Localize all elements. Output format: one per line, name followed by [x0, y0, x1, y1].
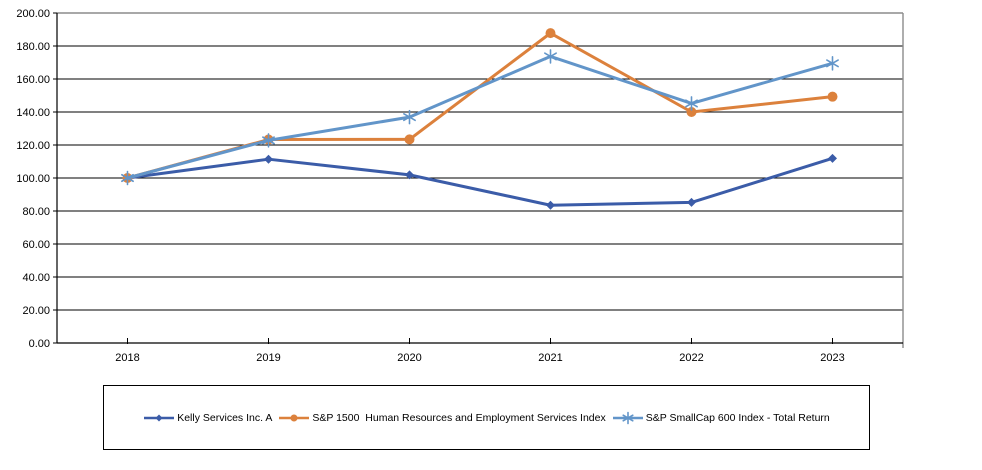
- legend-label-kelly-services: Kelly Services Inc. A: [177, 411, 273, 424]
- circle-marker: [686, 107, 697, 117]
- legend-item-sp1500-hr-index: S&P 1500 Human Resources and Employment …: [278, 411, 606, 425]
- asterisk-marker: [685, 96, 698, 111]
- x-tick-label: 2019: [256, 352, 280, 364]
- y-tick-label: 140.00: [16, 107, 50, 119]
- y-tick-label: 40.00: [22, 272, 50, 284]
- circle-marker: [827, 91, 838, 102]
- legend-label-sp1500-hr-index: S&P 1500 Human Resources and Employment …: [312, 411, 606, 424]
- y-tick-label: 180.00: [16, 41, 50, 53]
- y-tick-label: 80.00: [22, 206, 50, 218]
- legend-swatch-asterisk-icon: [612, 411, 643, 424]
- x-tick-label: 2022: [679, 352, 703, 364]
- series-line-0: [126, 156, 834, 207]
- asterisk-marker: [262, 133, 275, 148]
- diamond-marker: [155, 414, 163, 421]
- diamond-marker: [687, 197, 696, 207]
- circle-marker: [545, 28, 556, 39]
- diamond-marker: [546, 200, 555, 210]
- asterisk-marker: [403, 109, 416, 125]
- asterisk-marker: [544, 49, 557, 64]
- x-tick-label: 2018: [115, 352, 139, 364]
- y-tick-label: 100.00: [16, 173, 50, 185]
- asterisk-marker: [121, 170, 134, 186]
- y-tick-label: 0.00: [29, 338, 50, 350]
- diamond-marker: [264, 154, 273, 164]
- x-tick-label: 2021: [538, 352, 562, 364]
- x-tick-label: 2020: [397, 352, 421, 364]
- circle-marker: [290, 414, 298, 421]
- asterisk-marker: [826, 56, 839, 71]
- y-tick-label: 20.00: [22, 305, 50, 317]
- legend-item-sp-smallcap-600: S&P SmallCap 600 Index - Total Return: [612, 411, 830, 425]
- circle-marker: [404, 134, 415, 145]
- series-line-1: [126, 31, 834, 180]
- y-tick-label: 60.00: [22, 239, 50, 251]
- legend-label-sp-smallcap-600: S&P SmallCap 600 Index - Total Return: [645, 411, 830, 424]
- y-tick-label: 160.00: [16, 74, 50, 86]
- legend-swatch-circle-icon: [279, 414, 310, 421]
- legend-box: Kelly Services Inc. A S&P 1500 Human Res…: [103, 385, 870, 450]
- y-tick-label: 120.00: [16, 140, 50, 152]
- diamond-marker: [405, 170, 414, 180]
- chart-plot-area: 0.00 20.00 40.00 60.00 80.00 100.00 120.00 140.…: [16, 8, 904, 364]
- x-tick-label: 2023: [820, 352, 844, 364]
- y-tick-label: 200.00: [16, 8, 50, 20]
- series-line-2: [126, 54, 834, 180]
- asterisk-marker: [622, 411, 634, 424]
- diamond-marker: [828, 153, 837, 163]
- legend-swatch-diamond-icon: [144, 414, 175, 421]
- legend-item-kelly-services: Kelly Services Inc. A: [143, 411, 272, 425]
